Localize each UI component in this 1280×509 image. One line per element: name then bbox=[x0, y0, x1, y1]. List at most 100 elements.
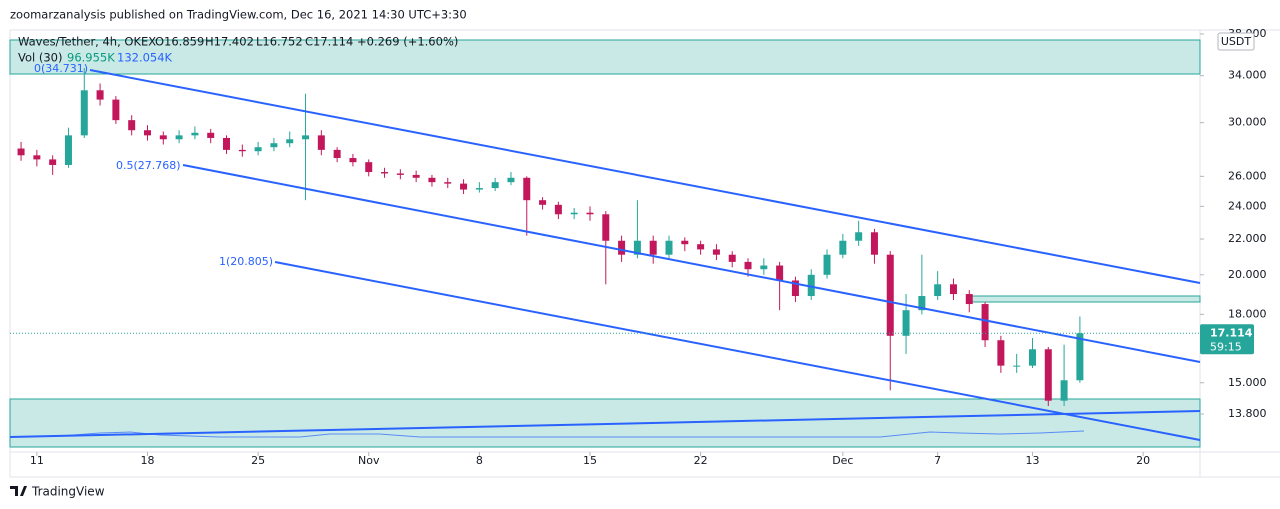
candle-body bbox=[1060, 380, 1068, 401]
candle-body bbox=[507, 177, 515, 183]
candle-body bbox=[349, 158, 357, 163]
y-tick-label: 20.000 bbox=[1228, 268, 1267, 281]
x-tick-label: 8 bbox=[476, 454, 483, 467]
y-tick-label: 15.000 bbox=[1228, 376, 1267, 389]
x-tick-label: 20 bbox=[1136, 454, 1150, 467]
countdown-label: 59:15 bbox=[1210, 340, 1242, 353]
legend-low: L16.752 bbox=[256, 35, 303, 49]
currency-box bbox=[1217, 32, 1255, 51]
legend-volume-label: Vol (30) bbox=[18, 51, 62, 65]
candle-body bbox=[1044, 349, 1052, 401]
fib-label: 1(20.805) bbox=[219, 255, 273, 268]
candle-body bbox=[159, 135, 167, 140]
candle-body bbox=[460, 183, 468, 190]
candle-body bbox=[855, 232, 863, 241]
candle-body bbox=[128, 120, 136, 131]
y-tick-label: 13.800 bbox=[1228, 407, 1267, 420]
candle-body bbox=[317, 135, 325, 150]
fib-label: 0(34.731) bbox=[34, 62, 88, 75]
candle-body bbox=[428, 177, 436, 183]
candle-body bbox=[49, 159, 57, 165]
candle-body bbox=[96, 90, 104, 100]
candle-body bbox=[570, 212, 578, 215]
axes: 13.800 15.000 18.000 20.000 22.000 24.000 26.0… bbox=[10, 27, 1267, 467]
candle-body bbox=[807, 274, 815, 297]
candle-body bbox=[270, 143, 278, 148]
legend-open: O16.859 bbox=[155, 35, 204, 49]
candle-body bbox=[539, 200, 547, 205]
legend-high: H17.402 bbox=[205, 35, 254, 49]
candle-body bbox=[997, 340, 1005, 366]
x-tick-label: 15 bbox=[583, 454, 597, 467]
candle-body bbox=[17, 148, 25, 156]
candle-body bbox=[33, 155, 41, 160]
candle-body bbox=[586, 212, 594, 215]
x-tick-label: 11 bbox=[30, 454, 44, 467]
candle-body bbox=[744, 261, 752, 270]
legend-symbol: Waves/Tether, 4h, OKEX bbox=[18, 35, 156, 49]
y-tick-label: 26.000 bbox=[1228, 169, 1267, 182]
candle-body bbox=[965, 294, 973, 305]
x-tick-label: Dec bbox=[832, 454, 853, 467]
legend-volume-ma: 132.054K bbox=[117, 51, 173, 65]
candle-body bbox=[839, 240, 847, 255]
y-tick-label: 22.000 bbox=[1228, 232, 1267, 245]
candle-body bbox=[207, 132, 215, 138]
candle-body bbox=[191, 132, 199, 136]
candle-body bbox=[365, 162, 373, 173]
footer-logo: TradingView bbox=[10, 485, 105, 499]
channel-mid-line bbox=[182, 164, 1201, 363]
x-tick-label: 7 bbox=[934, 454, 941, 467]
candle-body bbox=[633, 240, 641, 255]
candle-body bbox=[302, 135, 310, 140]
candle-body bbox=[1076, 333, 1084, 381]
candle-body bbox=[80, 90, 88, 136]
x-tick-label: 25 bbox=[251, 454, 265, 467]
candle-body bbox=[333, 149, 341, 159]
candle-body bbox=[223, 137, 231, 150]
candle-body bbox=[602, 214, 610, 241]
channel-top-line bbox=[89, 69, 1201, 284]
candle-body bbox=[823, 254, 831, 275]
candle-body bbox=[902, 310, 910, 336]
published-header: zoomarzanalysis published on TradingView… bbox=[10, 8, 467, 22]
candle-body bbox=[918, 296, 926, 311]
y-tick-label: 18.000 bbox=[1228, 307, 1267, 320]
logo-icon bbox=[10, 486, 27, 496]
x-tick-label: Nov bbox=[358, 454, 380, 467]
candle-body bbox=[1013, 365, 1021, 367]
y-tick-label: 24.000 bbox=[1228, 199, 1267, 212]
trend-line bbox=[9, 410, 1201, 438]
candle-body bbox=[949, 284, 957, 295]
volume-ma-line bbox=[9, 430, 1085, 438]
candle-body bbox=[286, 139, 294, 144]
footer-text: TradingView bbox=[31, 485, 105, 499]
candle-body bbox=[870, 232, 878, 255]
candle-body bbox=[934, 284, 942, 297]
candle-body bbox=[728, 254, 736, 262]
candle-body bbox=[64, 135, 72, 165]
candle-body bbox=[712, 249, 720, 255]
channel-bottom-line bbox=[274, 261, 1201, 441]
candle-body bbox=[444, 182, 452, 184]
candle-body bbox=[681, 240, 689, 245]
legend-change: +0.269 (+1.60%) bbox=[357, 35, 458, 49]
candle-body bbox=[554, 204, 562, 215]
candle-body bbox=[776, 265, 784, 281]
candle-body bbox=[760, 265, 768, 270]
candles bbox=[17, 68, 1084, 406]
candle-body bbox=[649, 240, 657, 255]
resistance-zone-small bbox=[967, 295, 1201, 303]
candle-body bbox=[475, 188, 483, 190]
candle-body bbox=[491, 182, 499, 189]
candle-body bbox=[381, 172, 389, 174]
candle-body bbox=[523, 177, 531, 201]
y-tick-label: 34.000 bbox=[1228, 69, 1267, 82]
legend-volume: 96.955K bbox=[67, 51, 115, 65]
resistance-zone bbox=[9, 39, 1201, 75]
fib-label: 0.5(27.768) bbox=[116, 159, 181, 172]
last-price-label: 17.114 bbox=[1210, 326, 1253, 339]
candle-body bbox=[143, 130, 151, 136]
candle-body bbox=[618, 240, 626, 255]
